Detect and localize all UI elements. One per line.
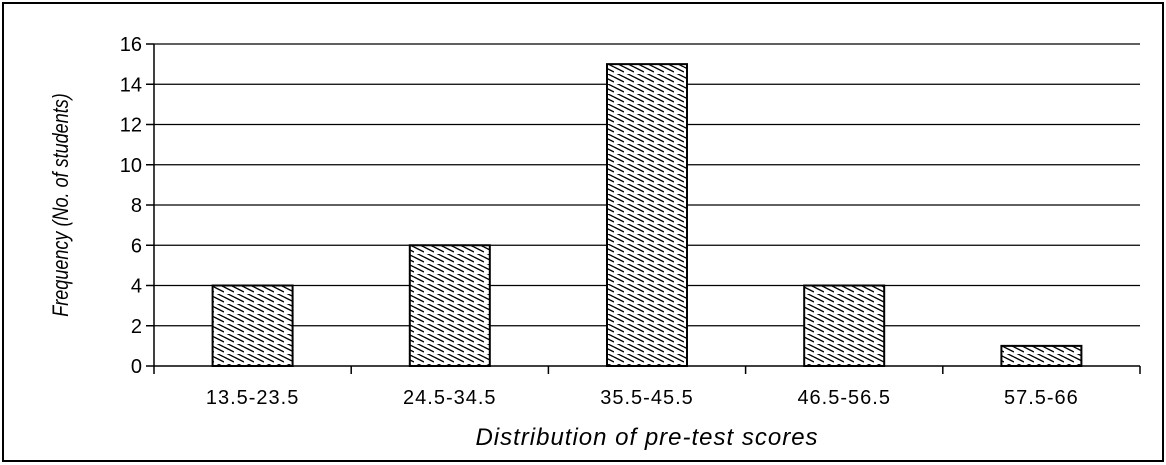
x-tick-label: 24.5-34.5 bbox=[403, 387, 497, 409]
y-tick-label: 8 bbox=[131, 195, 142, 217]
x-axis-ticks: 13.5-23.5 24.5-34.5 35.5-45.5 46.5-56.5 57.5… bbox=[153, 366, 1141, 409]
y-tick-label: 0 bbox=[131, 356, 142, 378]
y-tick-label: 4 bbox=[131, 276, 142, 298]
y-tick-label: 10 bbox=[120, 155, 142, 177]
y-tick-label: 6 bbox=[131, 235, 142, 257]
x-tick-label: 57.5-66 bbox=[1004, 387, 1079, 409]
y-axis-label: Frequency (No. of students) bbox=[49, 93, 73, 317]
y-axis-ticks: 0 2 4 6 8 10 12 14 16 bbox=[120, 34, 154, 378]
x-tick-label: 13.5-23.5 bbox=[206, 387, 300, 409]
y-tick-label: 14 bbox=[120, 74, 142, 96]
bar-chart: 0 2 4 6 8 10 12 14 16 13.5-23.5 24.5-34.5 35.5-45.… bbox=[49, 34, 1141, 451]
bar-57.5-66 bbox=[1000, 344, 1083, 367]
bar-24.5-34.5 bbox=[408, 244, 491, 367]
x-tick-label: 35.5-45.5 bbox=[600, 387, 694, 409]
bar-46.5-56.5 bbox=[803, 284, 886, 367]
y-tick-label: 12 bbox=[120, 115, 142, 137]
x-axis-label: Distribution of pre-test scores bbox=[475, 424, 818, 451]
bar-35.5-45.5 bbox=[606, 63, 688, 367]
bar-13.5-23.5 bbox=[211, 284, 294, 367]
y-tick-label: 16 bbox=[120, 34, 142, 56]
x-tick-label: 46.5-56.5 bbox=[797, 387, 891, 409]
bars bbox=[211, 63, 1083, 367]
y-tick-label: 2 bbox=[131, 316, 142, 338]
